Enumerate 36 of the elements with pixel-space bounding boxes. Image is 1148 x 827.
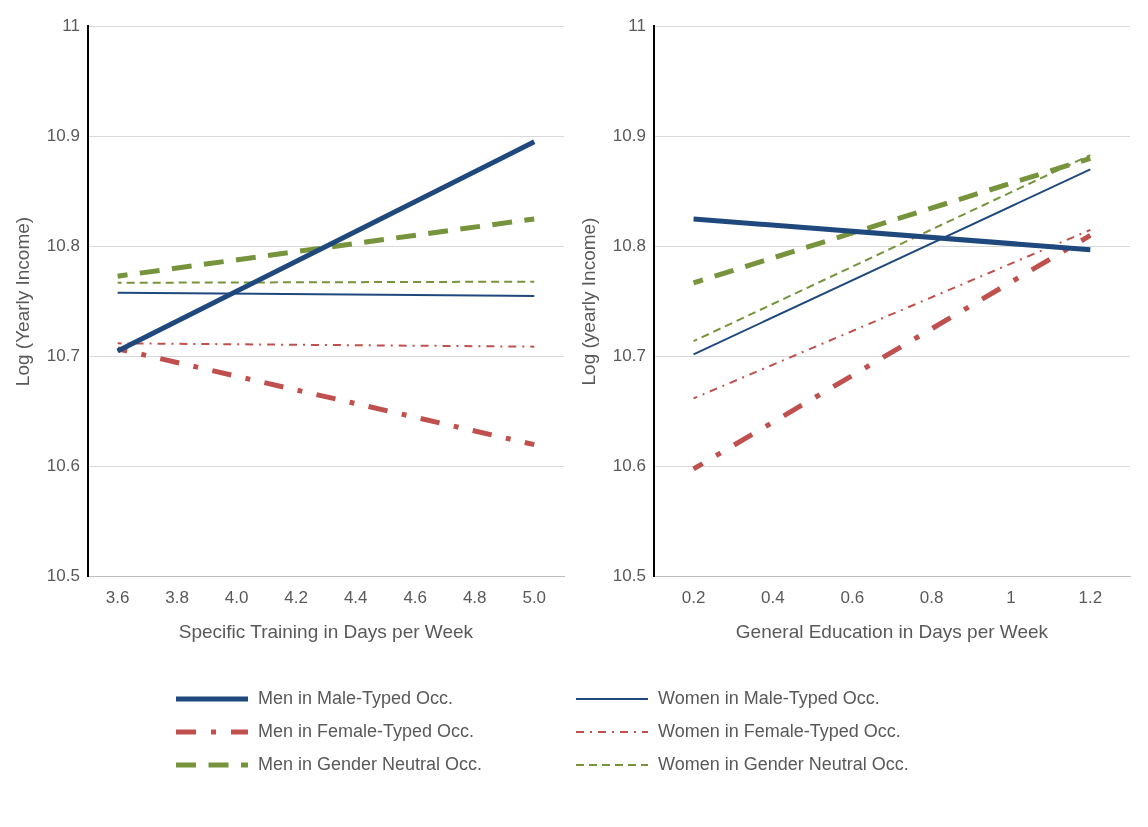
- legend-label: Men in Male-Typed Occ.: [258, 688, 454, 709]
- legend-label: Women in Gender Neutral Occ.: [658, 754, 909, 775]
- x-tick-label: 0.2: [681, 587, 706, 607]
- legend-label: Men in Female-Typed Occ.: [258, 721, 475, 742]
- x-axis-title: Specific Training in Days per Week: [178, 620, 474, 642]
- x-tick-label: 5.0: [522, 587, 547, 607]
- x-tick-label: 4.8: [462, 587, 487, 607]
- y-tick-label: 11: [62, 15, 80, 35]
- y-tick-label: 10.8: [612, 236, 646, 256]
- y-tick-label: 10.9: [612, 126, 646, 146]
- legend-label: Women in Female-Typed Occ.: [658, 721, 901, 742]
- legend-label: Women in Male-Typed Occ.: [658, 688, 880, 709]
- y-tick-label: 10.6: [612, 456, 646, 476]
- legend-label: Men in Gender Neutral Occ.: [258, 754, 483, 775]
- x-axis-title: General Education in Days per Week: [735, 620, 1049, 642]
- x-tick-label: 4.2: [284, 587, 309, 607]
- x-tick-label: 0.6: [840, 587, 865, 607]
- x-tick-label: 0.4: [761, 587, 785, 607]
- x-tick-label: 0.8: [919, 587, 944, 607]
- y-tick-label: 10.8: [46, 236, 80, 256]
- x-tick-label: 1: [1006, 587, 1016, 607]
- y-tick-label: 10.6: [46, 456, 80, 476]
- x-tick-label: 4.4: [343, 587, 368, 607]
- y-tick-label: 10.5: [46, 566, 80, 586]
- x-tick-label: 4.0: [224, 587, 249, 607]
- x-tick-label: 4.6: [403, 587, 428, 607]
- y-tick-label: 11: [628, 15, 646, 35]
- x-tick-label: 3.6: [105, 587, 130, 607]
- x-tick-label: 1.2: [1078, 587, 1103, 607]
- y-axis-title: Log (Yearly Income): [11, 216, 33, 387]
- y-tick-label: 10.5: [612, 566, 646, 586]
- y-tick-label: 10.7: [46, 346, 80, 366]
- x-tick-label: 3.8: [165, 587, 189, 607]
- y-tick-label: 10.7: [612, 346, 646, 366]
- y-axis-title: Log (yearly Income): [577, 217, 599, 386]
- y-tick-label: 10.9: [46, 126, 80, 146]
